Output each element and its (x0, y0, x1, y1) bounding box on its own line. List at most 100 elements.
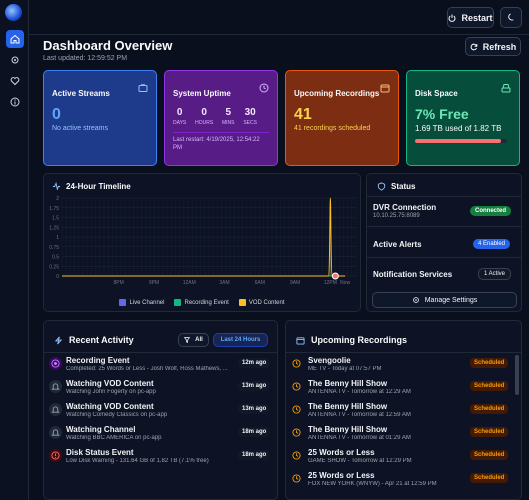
y-tick-label: 1.5 (52, 216, 59, 222)
lightning-icon (54, 336, 63, 344)
moon-icon (507, 13, 513, 21)
calendar-icon (296, 336, 305, 345)
active-streams-title: Active Streams (52, 89, 110, 98)
scheduled-badge: Scheduled (470, 381, 509, 391)
bell-icon (51, 406, 60, 413)
dvr-address: 10.10.25.75:8089 (373, 213, 420, 219)
upcoming-scrollbar[interactable] (515, 355, 519, 395)
record-icon (51, 359, 60, 368)
disk-usage-fill (415, 139, 501, 143)
restart-label: Restart (461, 12, 493, 23)
uptime-mins: 5 MINS (222, 107, 235, 126)
heart-pulse-icon (10, 77, 20, 86)
activity-time-badge: 13m ago (238, 381, 271, 391)
clock-icon (292, 405, 301, 414)
filter-icon (184, 337, 191, 343)
activity-item[interactable]: Watching VOD Content Watching John Fogert… (44, 377, 277, 399)
activity-icon-wrap (49, 403, 62, 416)
activity-icon-wrap (49, 357, 62, 370)
clock-icon (292, 451, 301, 460)
y-tick-label: 0.75 (49, 245, 59, 251)
activity-time-badge: 13m ago (238, 404, 271, 414)
activity-item[interactable]: Watching Channel Watching BBC AMERICA on … (44, 423, 277, 445)
upcoming-detail: ME TV - Today at 07:57 PM (308, 366, 382, 372)
activity-detail: Watching BBC AMERICA on pc-app (66, 435, 162, 441)
dvr-status-badge: Connected (470, 206, 512, 216)
last-restart-line1: Last restart: 4/19/2025, 12:54:22 (173, 137, 260, 143)
disk-usage-bar (415, 139, 507, 143)
legend-vod-content[interactable]: VOD Content (238, 299, 285, 306)
info-nav-button[interactable] (6, 93, 24, 111)
filter-all-label: All (195, 337, 203, 343)
gear-icon (412, 297, 419, 303)
theme-toggle-button[interactable] (500, 7, 522, 28)
refresh-button[interactable]: Refresh (465, 37, 521, 56)
y-tick-label: 1.25 (49, 225, 59, 231)
upcoming-item[interactable]: The Benny Hill Show ANTENNA TV - Tomorrow… (286, 423, 521, 445)
active-streams-note: No active streams (52, 125, 109, 132)
legend-recording-event[interactable]: Recording Event (174, 299, 229, 306)
upcoming-recordings-panel-title: Upcoming Recordings (311, 335, 408, 345)
activity-title: Disk Status Event (66, 448, 134, 457)
activity-title: Watching Channel (66, 425, 136, 434)
filter-last-24-button[interactable]: Last 24 Hours (213, 333, 268, 347)
recent-activity-title: Recent Activity (69, 335, 134, 345)
filter-last-24-label: Last 24 Hours (220, 337, 261, 343)
activity-detail: Low Disk Warning - 131.64 GB of 1.82 TB … (66, 458, 209, 464)
activity-time-badge: 12m ago (238, 358, 271, 368)
disk-used-note: 1.69 TB used of 1.82 TB (415, 124, 502, 133)
upcoming-recordings-card: Upcoming Recordings 41 41 recordings sch… (285, 70, 399, 166)
sidebar (0, 0, 29, 500)
upcoming-item[interactable]: The Benny Hill Show ANTENNA TV - Tomorrow… (286, 400, 521, 422)
scheduled-badge: Scheduled (470, 450, 509, 460)
x-tick-label: 9AM (290, 280, 300, 286)
health-nav-button[interactable] (6, 72, 24, 90)
active-streams-value: 0 (52, 106, 61, 123)
bell-icon (51, 383, 60, 390)
legend-live-channel[interactable]: Live Channel (119, 299, 164, 306)
upcoming-title: The Benny Hill Show (308, 402, 388, 411)
y-tick-label: 1 (56, 235, 59, 241)
upcoming-detail: GAME SHOW - Tomorrow at 12:29 PM (308, 458, 412, 464)
timeline-panel: 24-Hour Timeline 0 0.25 0.5 0.75 1 1.25 1.5 1.7… (43, 173, 361, 312)
activity-item[interactable]: Watching VOD Content Watching Comedy Clas… (44, 400, 277, 422)
disk-space-title: Disk Space (415, 89, 458, 98)
upcoming-item[interactable]: 25 Words or Less GAME SHOW - Tomorrow at … (286, 446, 521, 468)
timeline-header: 24-Hour Timeline (52, 182, 131, 191)
clock-icon (259, 83, 269, 93)
scheduled-badge: Scheduled (470, 358, 509, 368)
bell-icon (51, 429, 60, 436)
alerts-status-badge: 4 Enabled (473, 239, 511, 249)
manage-settings-button[interactable]: Manage Settings (372, 292, 517, 308)
upcoming-item[interactable]: 25 Words or Less FOX NEW YORK (WNYW) - Ap… (286, 469, 521, 491)
activity-item[interactable]: Disk Status Event Low Disk Warning - 131.… (44, 446, 277, 468)
notification-status-badge: 1 Active (478, 268, 512, 280)
recent-activity-header: Recent Activity (54, 335, 134, 345)
dvr-connection-label: DVR Connection (373, 203, 437, 212)
y-tick-label: 0.5 (52, 255, 59, 261)
upcoming-item[interactable]: Svengoolie ME TV - Today at 07:57 PM Sched… (286, 354, 521, 376)
activity-title: Recording Event (66, 356, 130, 365)
timeline-title: 24-Hour Timeline (66, 182, 131, 191)
system-uptime-card: System Uptime 0 DAYS 0 HOURS 5 MINS 30 SECS … (164, 70, 278, 166)
upcoming-title: The Benny Hill Show (308, 425, 388, 434)
status-title: Status (391, 182, 416, 191)
y-tick-label: 2 (56, 196, 59, 202)
upcoming-title: 25 Words or Less (308, 448, 375, 457)
hard-drive-icon (501, 84, 511, 93)
scheduled-badge: Scheduled (470, 404, 509, 414)
activity-detail: Watching Comedy Classics on pc-app (66, 412, 168, 418)
upcoming-item[interactable]: The Benny Hill Show ANTENNA TV - Tomorrow… (286, 377, 521, 399)
notification-services-label: Notification Services (373, 270, 453, 279)
page-title: Dashboard Overview (43, 38, 173, 53)
restart-button[interactable]: Restart (447, 7, 494, 28)
activity-item[interactable]: Recording Event Completed: 25 Words or Le… (44, 354, 277, 376)
home-nav-button[interactable] (6, 30, 24, 48)
filter-all-button[interactable]: All (178, 333, 209, 347)
y-tick-label: 0 (56, 274, 59, 280)
settings-nav-button[interactable] (6, 51, 24, 69)
x-tick-label: 6AM (255, 280, 265, 286)
clock-icon (292, 359, 301, 368)
scheduled-badge: Scheduled (470, 473, 509, 483)
upcoming-title: 25 Words or Less (308, 471, 375, 480)
